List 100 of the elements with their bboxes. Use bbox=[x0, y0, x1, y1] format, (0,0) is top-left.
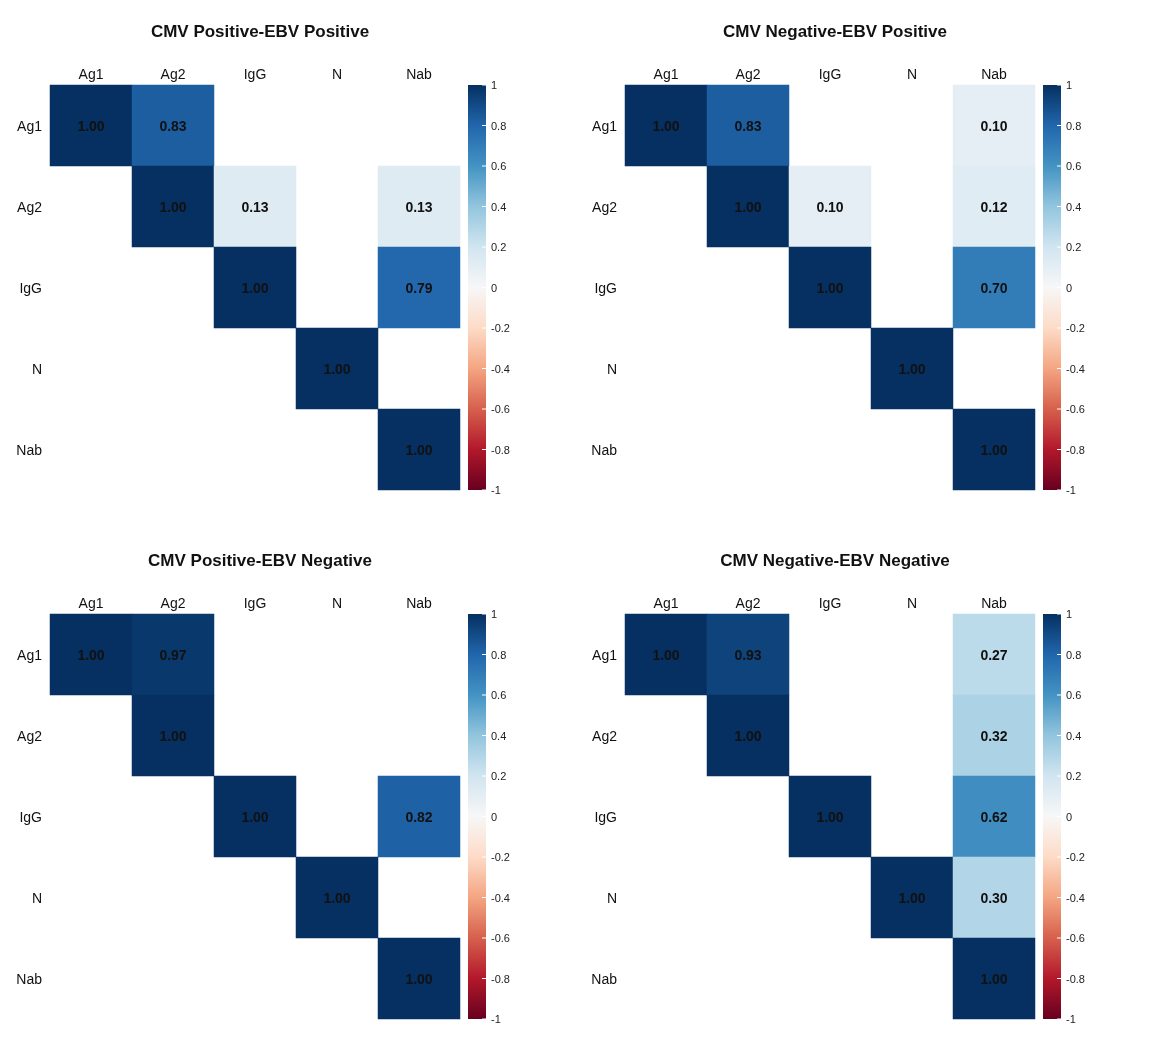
color-bar-label: 1 bbox=[491, 79, 498, 91]
data-label: 1.00 bbox=[323, 360, 351, 377]
data-label: 1.00 bbox=[241, 279, 269, 296]
x-tick-label: IgG bbox=[818, 66, 842, 82]
color-bar-label: 1 bbox=[1066, 608, 1073, 620]
data-label: 1.00 bbox=[77, 646, 105, 663]
x-tick-label: Nab bbox=[981, 595, 1008, 611]
data-label: 0.10 bbox=[816, 198, 844, 215]
y-tick-label: Ag1 bbox=[592, 117, 618, 134]
chart-title: CMV Negative-EBV Negative bbox=[720, 551, 950, 570]
y-tick-label: N bbox=[31, 360, 42, 377]
color-bar-label: 0.8 bbox=[1066, 119, 1082, 132]
y-tick-label: N bbox=[606, 889, 617, 906]
data-label: 0.10 bbox=[980, 117, 1008, 134]
y-tick-label: Ag2 bbox=[592, 727, 618, 744]
y-tick-label: Nab bbox=[591, 441, 618, 458]
color-bar-label: 0.2 bbox=[491, 770, 507, 782]
x-tick-label: N bbox=[906, 595, 918, 611]
y-tick-label: Ag1 bbox=[17, 117, 43, 134]
data-label: 0.13 bbox=[405, 198, 433, 215]
data-label: 1.00 bbox=[241, 808, 269, 825]
data-label: 1.00 bbox=[980, 441, 1008, 458]
data-label: 0.82 bbox=[405, 808, 433, 825]
x-tick-label: Ag1 bbox=[78, 66, 104, 82]
data-label: 1.00 bbox=[816, 808, 844, 825]
color-bar-label: 0.4 bbox=[491, 200, 507, 213]
data-label: 0.62 bbox=[980, 808, 1008, 825]
y-tick-label: IgG bbox=[594, 279, 617, 296]
data-label: 1.00 bbox=[898, 360, 926, 377]
data-label: 0.79 bbox=[405, 279, 433, 296]
color-bar-label: -0.6 bbox=[1066, 932, 1085, 944]
y-tick-label: Ag2 bbox=[17, 727, 43, 744]
data-label: 1.00 bbox=[652, 646, 680, 663]
chart-title: CMV Positive-EBV Positive bbox=[150, 22, 370, 41]
color-bar-label: -0.2 bbox=[1066, 322, 1085, 334]
x-tick-label: IgG bbox=[243, 595, 267, 611]
x-tick-label: Nab bbox=[406, 66, 433, 82]
y-tick-label: N bbox=[606, 360, 617, 377]
color-bar-label: 1 bbox=[1066, 79, 1073, 91]
color-bar-label: -0.4 bbox=[491, 891, 510, 904]
data-label: 1.00 bbox=[159, 727, 187, 744]
data-label: 0.27 bbox=[980, 646, 1008, 663]
color-bar-label: -0.6 bbox=[1066, 403, 1085, 415]
x-tick-label: Ag2 bbox=[160, 595, 186, 611]
color-bar-label: -0.6 bbox=[491, 403, 510, 415]
data-label: 0.32 bbox=[980, 727, 1008, 744]
data-label: 0.93 bbox=[734, 646, 762, 663]
color-bar-label: -1 bbox=[1066, 484, 1076, 496]
color-bar-label: -0.8 bbox=[1066, 972, 1085, 985]
color-bar-label: -1 bbox=[491, 1013, 501, 1025]
data-label: 1.00 bbox=[405, 970, 433, 987]
data-label: 1.00 bbox=[405, 441, 433, 458]
data-label: 0.83 bbox=[734, 117, 762, 134]
data-label: 1.00 bbox=[652, 117, 680, 134]
y-tick-label: Ag1 bbox=[592, 646, 618, 663]
y-tick-label: Ag2 bbox=[17, 198, 43, 215]
color-bar-label: 1 bbox=[491, 608, 498, 620]
color-bar-label: 0.2 bbox=[1066, 241, 1082, 253]
color-bar-label: 0.2 bbox=[1066, 770, 1082, 782]
data-label: 0.97 bbox=[159, 646, 187, 663]
color-bar-label: -0.4 bbox=[1066, 891, 1085, 904]
color-bar-label: -0.2 bbox=[1066, 851, 1085, 863]
chart-title: CMV Positive-EBV Negative bbox=[148, 551, 372, 570]
color-bar-label: -0.8 bbox=[491, 972, 510, 985]
color-bar-label: -0.2 bbox=[491, 322, 510, 334]
color-bar-label: -0.8 bbox=[491, 443, 510, 456]
color-bar-label: 0.6 bbox=[491, 689, 507, 701]
x-tick-label: Nab bbox=[406, 595, 433, 611]
x-tick-label: Ag2 bbox=[735, 595, 761, 611]
x-tick-label: Nab bbox=[981, 66, 1008, 82]
data-label: 0.13 bbox=[241, 198, 269, 215]
data-label: 1.00 bbox=[734, 198, 762, 215]
data-label: 1.00 bbox=[323, 889, 351, 906]
data-label: 0.83 bbox=[159, 117, 187, 134]
y-tick-label: IgG bbox=[594, 808, 617, 825]
color-bar-label: -1 bbox=[491, 484, 501, 496]
x-tick-label: Ag1 bbox=[78, 595, 104, 611]
color-bar-label: -0.4 bbox=[491, 362, 510, 375]
color-bar-label: 0 bbox=[1066, 281, 1073, 294]
x-tick-label: IgG bbox=[243, 66, 267, 82]
y-tick-label: Nab bbox=[591, 970, 618, 987]
data-label: 1.00 bbox=[77, 117, 105, 134]
color-bar-label: -0.6 bbox=[491, 932, 510, 944]
x-tick-label: N bbox=[331, 66, 343, 82]
data-label: 1.00 bbox=[816, 279, 844, 296]
color-bar-label: -0.4 bbox=[1066, 362, 1085, 375]
y-tick-label: Nab bbox=[16, 441, 43, 458]
x-tick-label: Ag1 bbox=[653, 595, 679, 611]
color-bar-label: 0.4 bbox=[1066, 200, 1082, 213]
color-bar-label: 0 bbox=[491, 281, 498, 294]
y-tick-label: Ag2 bbox=[592, 198, 618, 215]
data-label: 0.70 bbox=[980, 279, 1008, 296]
color-bar-label: 0.6 bbox=[1066, 160, 1082, 172]
color-bar-label: 0.8 bbox=[491, 119, 507, 132]
color-bar-label: -1 bbox=[1066, 1013, 1076, 1025]
color-bar-label: 0.8 bbox=[491, 648, 507, 661]
y-tick-label: N bbox=[31, 889, 42, 906]
color-bar-label: 0.4 bbox=[1066, 729, 1082, 742]
color-bar-label: 0.4 bbox=[491, 729, 507, 742]
x-tick-label: Ag1 bbox=[653, 66, 679, 82]
